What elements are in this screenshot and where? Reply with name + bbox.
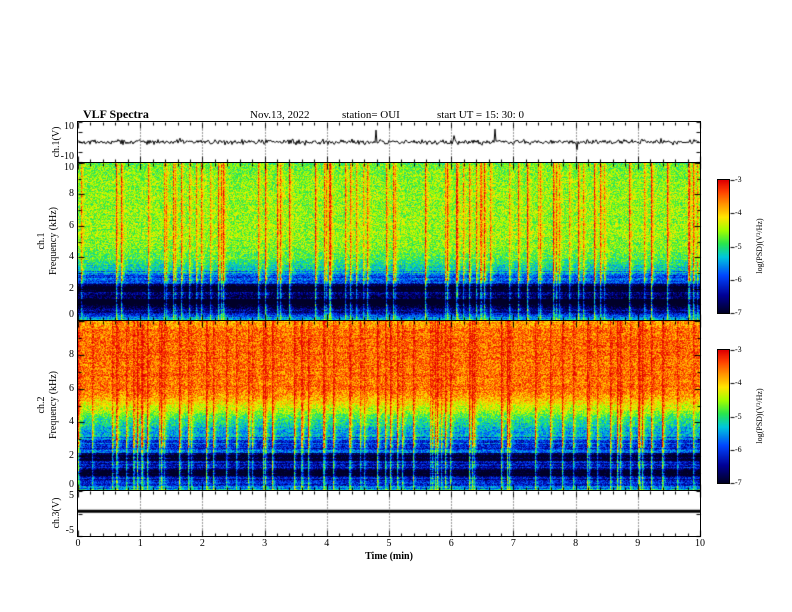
- ch2-frequency-axis-label-line1: ch.2: [36, 396, 47, 414]
- y-tick-label: 10: [64, 162, 74, 173]
- colorbar-ch2-canvas: [717, 349, 730, 484]
- y-tick-label: 0: [69, 479, 74, 490]
- x-tick-label: 9: [635, 538, 641, 549]
- ch1-frequency-axis-label-line2: Frequency (kHz): [48, 206, 59, 276]
- y-tick-label: 4: [69, 251, 74, 263]
- x-axis-label: Time (min): [365, 551, 413, 562]
- ch2-spectrogram-canvas: [77, 320, 701, 491]
- y-tick-label: 4: [69, 416, 74, 428]
- figure-title: VLF Spectra: [83, 107, 149, 121]
- header-start-ut: start UT = 15: 30: 0: [437, 109, 524, 121]
- colorbar-tick-label: -7: [735, 478, 742, 487]
- colorbar-tick-label: -3: [735, 345, 742, 354]
- y-tick-label: 5: [69, 490, 74, 501]
- y-tick-label: -10: [60, 151, 74, 162]
- y-tick-label: 8: [69, 348, 74, 360]
- colorbar-tick-label: -4: [735, 208, 742, 218]
- y-tick-label: 10: [64, 121, 74, 132]
- colorbar-tick-label: -5: [735, 241, 742, 251]
- ch1-spectrogram-canvas: [77, 162, 701, 321]
- ch3-waveform-canvas: [77, 490, 701, 537]
- x-tick-label: 8: [573, 538, 579, 549]
- colorbar-tick-label: -6: [735, 444, 742, 454]
- x-tick-label: 5: [386, 538, 392, 549]
- header-date: Nov.13, 2022: [250, 109, 310, 121]
- colorbar-tick-label: -4: [735, 378, 742, 388]
- colorbar-ch1-canvas: [717, 179, 730, 314]
- x-tick-label: 10: [695, 538, 705, 549]
- x-tick-label: 7: [510, 538, 516, 549]
- colorbar-tick-label: -6: [735, 274, 742, 284]
- x-tick-label: 2: [199, 538, 205, 549]
- ch2-frequency-axis-label: ch.2 Frequency (kHz): [36, 371, 60, 439]
- ch2-frequency-axis-label-line2: Frequency (kHz): [48, 370, 59, 440]
- y-tick-label: 8: [69, 188, 74, 200]
- x-tick-label: 6: [448, 538, 454, 549]
- y-tick-label: 6: [69, 219, 74, 231]
- y-tick-label: 2: [69, 282, 74, 294]
- ch1-waveform-canvas: [77, 121, 701, 163]
- y-tick-label: 0: [69, 309, 74, 320]
- header-station: station= OUI: [342, 109, 400, 121]
- x-tick-label: 0: [75, 538, 81, 549]
- colorbar-ch1-label: log(PSD)(V²/Hz): [755, 218, 765, 274]
- ch1-frequency-axis-label-line1: ch.1: [36, 232, 47, 250]
- ch1-frequency-axis-label: ch.1 Frequency (kHz): [36, 207, 60, 275]
- y-tick-label: -5: [65, 525, 74, 536]
- colorbar-tick-label: -3: [735, 175, 742, 184]
- x-tick-label: 4: [324, 538, 330, 549]
- y-tick-label: 2: [69, 450, 74, 462]
- colorbar-ch2-label: log(PSD)(V²/Hz): [755, 388, 765, 444]
- colorbar-tick-label: -5: [735, 411, 742, 421]
- ch3-voltage-axis-label: ch.3(V): [51, 497, 62, 529]
- colorbar-tick-label: -7: [735, 308, 742, 317]
- x-tick-label: 3: [262, 538, 268, 549]
- y-tick-label: 6: [69, 382, 74, 394]
- x-tick-label: 1: [137, 538, 143, 549]
